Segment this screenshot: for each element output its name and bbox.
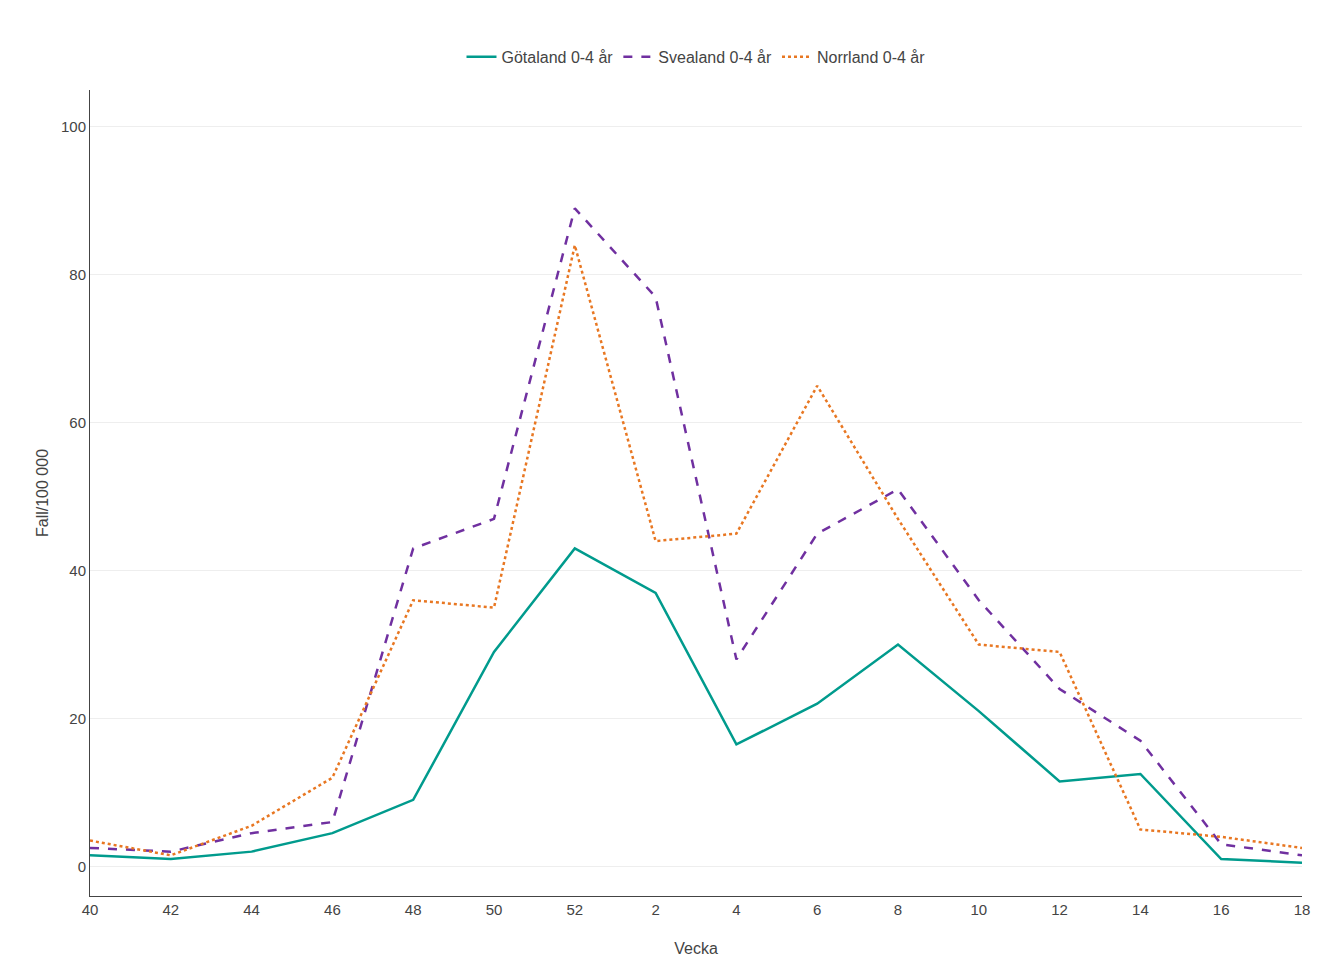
- svg-text:46: 46: [324, 901, 341, 918]
- svg-text:4: 4: [732, 901, 740, 918]
- svg-text:60: 60: [69, 414, 86, 431]
- svg-text:14: 14: [1132, 901, 1149, 918]
- svg-text:100: 100: [61, 118, 86, 135]
- svg-text:18: 18: [1294, 901, 1311, 918]
- svg-text:52: 52: [566, 901, 583, 918]
- svg-text:Fall/100 000: Fall/100 000: [34, 449, 51, 537]
- svg-text:Norrland 0-4 år: Norrland 0-4 år: [817, 49, 925, 66]
- svg-text:6: 6: [813, 901, 821, 918]
- svg-text:48: 48: [405, 901, 422, 918]
- svg-text:12: 12: [1051, 901, 1068, 918]
- svg-text:80: 80: [69, 266, 86, 283]
- svg-text:10: 10: [970, 901, 987, 918]
- svg-text:20: 20: [69, 710, 86, 727]
- svg-text:50: 50: [486, 901, 503, 918]
- svg-text:40: 40: [69, 562, 86, 579]
- svg-text:Götaland 0-4 år: Götaland 0-4 år: [502, 49, 614, 66]
- svg-text:0: 0: [78, 858, 86, 875]
- svg-text:16: 16: [1213, 901, 1230, 918]
- svg-text:40: 40: [82, 901, 99, 918]
- svg-text:Vecka: Vecka: [674, 940, 718, 957]
- svg-text:Svealand 0-4 år: Svealand 0-4 år: [658, 49, 772, 66]
- svg-text:2: 2: [651, 901, 659, 918]
- svg-text:44: 44: [243, 901, 260, 918]
- svg-text:42: 42: [162, 901, 179, 918]
- svg-text:8: 8: [894, 901, 902, 918]
